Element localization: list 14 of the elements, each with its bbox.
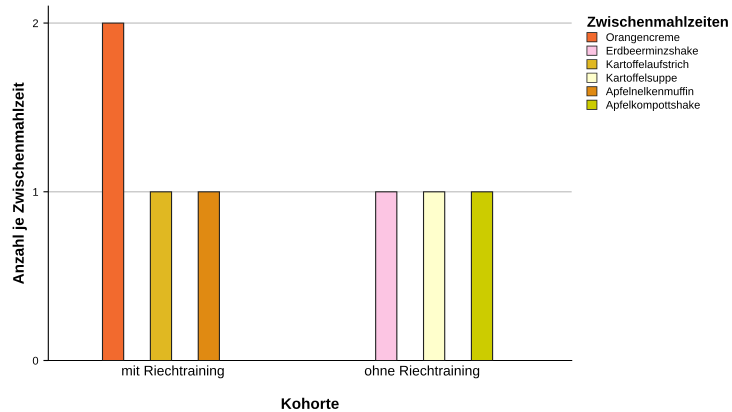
legend-label: Orangencreme (606, 33, 680, 44)
x-tick-label: ohne Riechtraining (364, 365, 480, 378)
x-axis-title: Kohorte (282, 398, 339, 409)
y-axis-title: Anzahl je Zwischenmahlzeit (12, 82, 27, 284)
y-tick-label: 0 (32, 356, 38, 365)
y-tick-label: 1 (33, 188, 38, 196)
legend-label: Kartoffelaufstrich (606, 60, 688, 68)
y-tick-label: 2 (32, 19, 38, 28)
legend-label: Kartoffelsuppe (606, 74, 677, 84)
legend-label: Apfelkompottshake (606, 100, 700, 111)
legend-label: Erdbeerminzshake (606, 46, 698, 55)
x-tick-label: mit Riechtraining (122, 365, 224, 378)
legend-label: Apfelnelkenmuffin (606, 87, 694, 98)
legend-title: Zwischenmahlzeiten (587, 16, 728, 27)
